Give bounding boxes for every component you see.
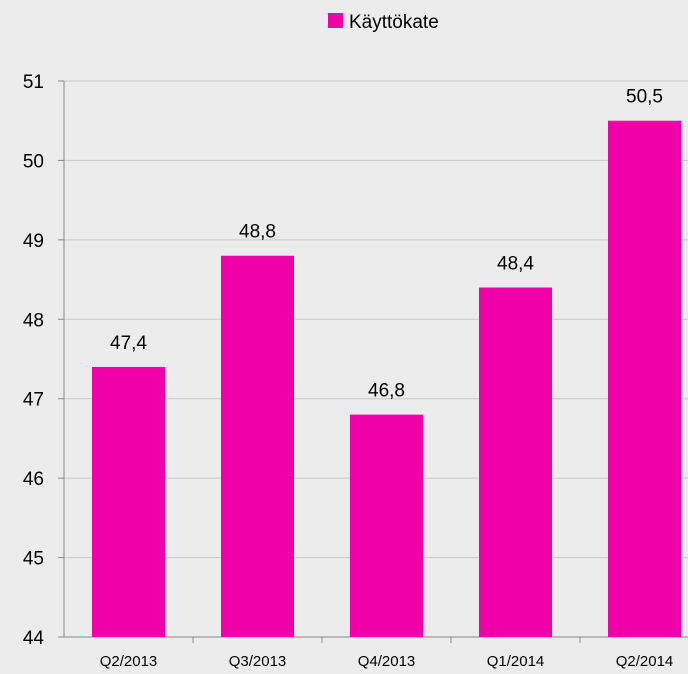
data-label: 48,4 [497,254,534,275]
bar [221,255,294,637]
gridlines [64,80,688,559]
y-tick-label: 45 [23,549,44,570]
bar [608,120,681,637]
x-tick-label: Q2/2013 [100,653,158,670]
x-tick-label: Q2/2014 [616,653,674,670]
legend: Käyttökate [328,12,439,33]
y-tick-label: 48 [23,310,44,331]
x-tick-label: Q3/2013 [229,653,287,670]
bar [92,366,165,637]
y-tick-label: 46 [23,469,44,490]
x-tick-label: Q1/2014 [487,653,545,670]
x-tick-labels: Q2/2013 Q3/2013 Q4/2013 Q1/2014 Q2/2014 [100,653,674,670]
bar [479,287,552,637]
legend-swatch [328,13,343,28]
data-label: 48,8 [239,222,276,243]
y-tick-labels: 44 45 46 47 48 49 50 51 [23,72,45,649]
x-tick-label: Q4/2013 [358,653,416,670]
data-labels: 47,4 48,8 46,8 48,4 50,5 [110,87,663,402]
y-tick-label: 44 [23,628,45,649]
y-tick-label: 51 [23,72,44,93]
y-tick-label: 47 [23,390,44,411]
data-label: 47,4 [110,333,147,354]
bars [92,120,681,637]
data-label: 46,8 [368,381,405,402]
data-label: 50,5 [626,87,663,108]
bar [350,414,423,637]
y-tick-label: 50 [23,151,44,172]
legend-label: Käyttökate [349,12,439,33]
y-tick-label: 49 [23,231,44,252]
